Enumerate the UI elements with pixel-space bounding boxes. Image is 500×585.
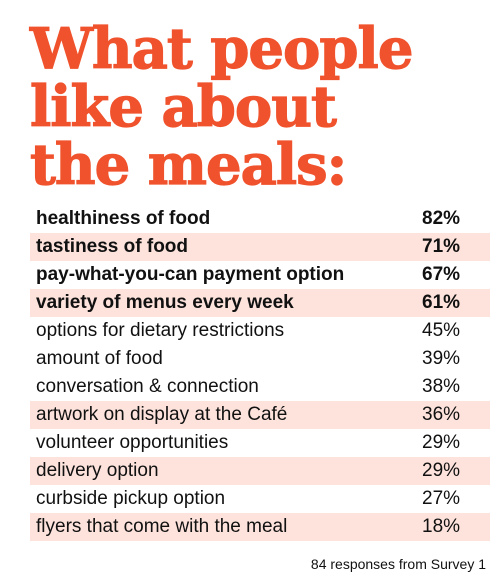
table-row: healthiness of food 82%: [30, 205, 490, 233]
row-label: flyers that come with the meal: [36, 516, 288, 537]
results-table: healthiness of food 82% tastiness of food 7…: [30, 205, 490, 541]
row-value: 45%: [422, 320, 461, 341]
row-value: 36%: [422, 404, 461, 425]
row-label: artwork on display at the Café: [36, 404, 288, 425]
table-row: delivery option 29%: [30, 457, 490, 485]
row-label: options for dietary restrictions: [36, 320, 285, 341]
table-row: amount of food 39%: [30, 345, 490, 373]
row-value: 67%: [422, 264, 461, 285]
row-value: 27%: [422, 488, 461, 509]
table-row: volunteer opportunities 29%: [30, 429, 490, 457]
row-label: delivery option: [36, 460, 159, 481]
table-row: curbside pickup option 27%: [30, 485, 490, 513]
table-row: variety of menus every week 61%: [30, 289, 490, 317]
row-value: 61%: [422, 292, 461, 313]
table-row: options for dietary restrictions 45%: [30, 317, 490, 345]
footer-note: 84 responses from Survey 1: [310, 556, 486, 572]
row-value: 18%: [422, 516, 461, 537]
row-value: 38%: [422, 376, 461, 397]
page-title: What people like about the meals:: [29, 16, 414, 198]
table-row: flyers that come with the meal 18%: [30, 513, 490, 541]
table-row: artwork on display at the Café 36%: [30, 401, 490, 429]
row-value: 39%: [422, 348, 461, 369]
row-label: conversation & connection: [36, 376, 259, 397]
row-label: curbside pickup option: [36, 488, 226, 509]
row-label: pay-what-you-can payment option: [36, 264, 345, 285]
title-line-2: like about: [29, 74, 337, 140]
row-value: 29%: [422, 460, 461, 481]
row-label: healthiness of food: [36, 208, 211, 229]
row-label: volunteer opportunities: [36, 432, 229, 453]
row-label: variety of menus every week: [36, 292, 294, 313]
table-row: pay-what-you-can payment option 67%: [30, 261, 490, 289]
table-row: conversation & connection 38%: [30, 373, 490, 401]
row-label: tastiness of food: [36, 236, 189, 257]
row-value: 29%: [422, 432, 461, 453]
title-line-1: What people: [29, 16, 414, 82]
row-value: 71%: [422, 236, 461, 257]
title-line-3: the meals:: [29, 132, 348, 198]
table-row: tastiness of food 71%: [30, 233, 490, 261]
row-value: 82%: [422, 208, 461, 229]
row-label: amount of food: [36, 348, 163, 369]
